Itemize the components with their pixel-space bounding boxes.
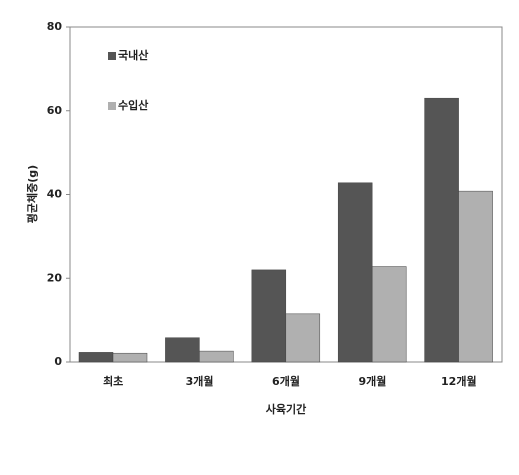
y-tick-label: 0	[54, 355, 62, 368]
bar	[251, 269, 287, 363]
x-tick-label: 최초	[103, 374, 123, 388]
x-axis-label: 사육기간	[266, 402, 306, 416]
legend-label: 수입산	[118, 98, 148, 112]
bar	[78, 352, 114, 363]
bar	[165, 337, 200, 363]
legend-label: 국내산	[118, 48, 148, 62]
y-tick-label: 20	[47, 271, 63, 284]
bar	[199, 350, 234, 363]
bar	[337, 182, 373, 363]
bar	[285, 313, 321, 363]
y-axis-label: 평균체중(g)	[25, 165, 39, 223]
legend-swatch	[108, 52, 116, 60]
x-tick-label: 12개월	[441, 374, 477, 388]
y-tick-label: 80	[47, 20, 63, 33]
bar	[458, 190, 493, 363]
x-tick-label: 9개월	[358, 374, 386, 388]
bar	[371, 266, 407, 363]
y-tick-label: 40	[47, 188, 63, 201]
y-tick-label: 60	[47, 104, 63, 117]
x-tick-label: 3개월	[186, 374, 214, 388]
bar	[112, 352, 148, 363]
bar	[424, 97, 459, 363]
x-tick-label: 6개월	[272, 374, 300, 388]
legend-swatch	[108, 102, 116, 110]
